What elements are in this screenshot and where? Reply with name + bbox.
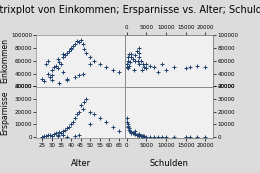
- Text: Schulden: Schulden: [150, 159, 188, 168]
- Text: Alter: Alter: [70, 159, 91, 168]
- Text: Einkommen: Einkommen: [1, 38, 10, 83]
- Text: Matrixplot von Einkommen; Ersparnisse vs. Alter; Schulden: Matrixplot von Einkommen; Ersparnisse vs…: [0, 5, 260, 15]
- Text: Ersparnisse: Ersparnisse: [1, 90, 10, 135]
